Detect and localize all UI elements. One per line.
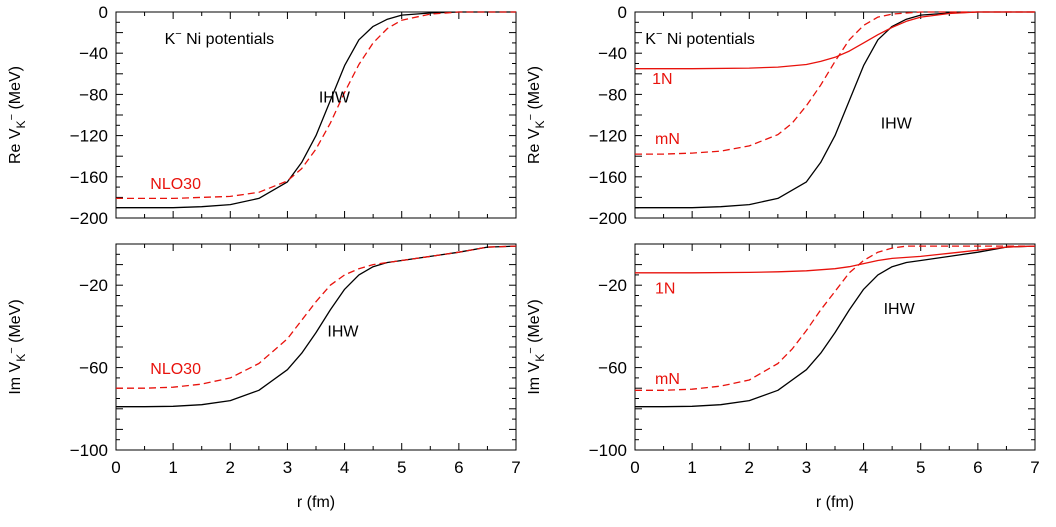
y-tick-label: −160 — [589, 168, 627, 187]
y-tick-label: 0 — [99, 3, 108, 22]
x-tick-label: 7 — [511, 458, 520, 477]
y-tick-label: −20 — [79, 276, 108, 295]
series-line-ihw — [116, 11, 516, 209]
x-tick-label: 6 — [973, 458, 982, 477]
x-tick-label: 0 — [111, 458, 120, 477]
curve-label-nlo30: NLO30 — [150, 361, 201, 378]
curve-label-ihw: IHW — [881, 115, 913, 132]
curve-label-mn: mN — [655, 371, 680, 388]
series-line-1n — [635, 11, 1035, 70]
y-axis-label: Im VK− (MeV) — [6, 299, 28, 394]
curve-label-ihw: IHW — [319, 90, 351, 107]
panel-title: K− Ni potentials — [645, 28, 755, 48]
curve-label-1n: 1N — [652, 71, 672, 88]
x-tick-label: 2 — [745, 458, 754, 477]
x-tick-label: 0 — [630, 458, 639, 477]
y-axis-label: Re VK− (MeV) — [6, 66, 28, 164]
y-tick-label: −80 — [79, 85, 108, 104]
curve-label-nlo30: NLO30 — [150, 176, 201, 193]
x-tick-label: 2 — [226, 458, 235, 477]
y-tick-label: −160 — [70, 168, 108, 187]
series-line-ihw — [635, 245, 1036, 408]
y-tick-label: −100 — [70, 441, 108, 460]
panel-top-left: 0 −40 −80 −120 −160 −200 Re VK− (MeV) IHW NLO30 K… — [6, 3, 517, 228]
y-tick-label: −200 — [70, 209, 108, 228]
y-tick-label: 0 — [618, 3, 627, 22]
curve-label-ihw: IHW — [327, 324, 359, 341]
series-line-ihw — [116, 245, 517, 408]
x-tick-label: 1 — [168, 458, 177, 477]
panel-title: K− Ni potentials — [165, 28, 275, 48]
y-tick-label: −120 — [70, 127, 108, 146]
series-line-nlo30 — [116, 245, 517, 389]
y-tick-label: −40 — [598, 44, 627, 63]
y-tick-label: −20 — [598, 276, 627, 295]
y-tick-label: −60 — [79, 359, 108, 378]
x-axis-label: r (fm) — [816, 494, 854, 511]
y-tick-label: −120 — [589, 127, 627, 146]
curve-label-1n: 1N — [655, 280, 675, 297]
plot-frame — [634, 243, 1036, 451]
x-tick-label: 6 — [454, 458, 463, 477]
series-line-mn — [635, 245, 1035, 391]
x-tick-label: 4 — [340, 458, 349, 477]
x-tick-label: 5 — [397, 458, 406, 477]
x-axis-label: r (fm) — [297, 494, 335, 511]
x-tick-label: 3 — [802, 458, 811, 477]
panel-top-right: 0 −40 −80 −120 −160 −200 Re VK− (MeV) 1N mN IHW K−… — [525, 3, 1036, 228]
x-tick-label: 3 — [283, 458, 292, 477]
y-axis-label: Re VK− (MeV) — [525, 66, 547, 164]
y-tick-label: −200 — [589, 209, 627, 228]
y-tick-label: −60 — [598, 359, 627, 378]
curve-label-ihw: IHW — [884, 301, 916, 318]
x-tick-label: 7 — [1030, 458, 1039, 477]
series-line-mn — [635, 11, 1035, 155]
x-tick-label: 1 — [687, 458, 696, 477]
y-tick-label: −80 — [598, 85, 627, 104]
x-tick-label: 5 — [916, 458, 925, 477]
y-tick-label: −100 — [589, 441, 627, 460]
series-line-1n — [635, 245, 1036, 274]
series-line-nlo30 — [116, 11, 516, 200]
y-axis-label: Im VK− (MeV) — [525, 299, 547, 394]
x-tick-label: 4 — [859, 458, 868, 477]
plot-frame — [115, 243, 517, 451]
curve-label-mn: mN — [655, 131, 680, 148]
y-tick-label: −40 — [79, 44, 108, 63]
